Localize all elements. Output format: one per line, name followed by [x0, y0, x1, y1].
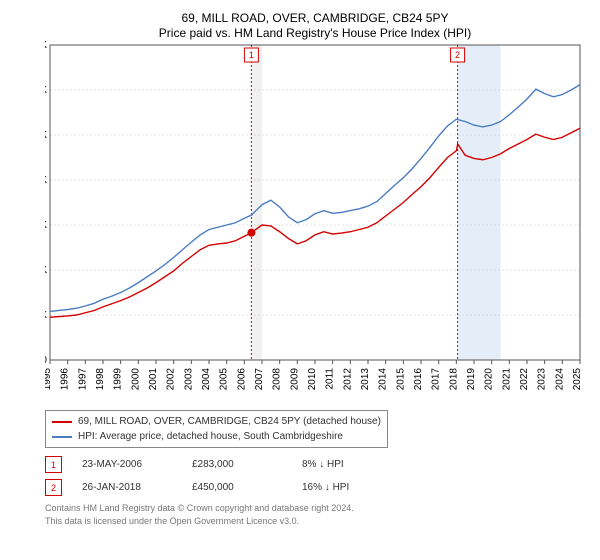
svg-text:1997: 1997 [77, 368, 88, 391]
svg-text:2006: 2006 [236, 368, 247, 391]
svg-text:£200K: £200K [45, 265, 47, 276]
svg-text:2025: 2025 [572, 368, 583, 391]
svg-text:2019: 2019 [466, 368, 477, 391]
legend: 69, MILL ROAD, OVER, CAMBRIDGE, CB24 5PY… [45, 410, 388, 448]
event-price: £450,000 [192, 482, 302, 493]
footer-line: This data is licensed under the Open Gov… [45, 515, 585, 528]
svg-text:2022: 2022 [519, 368, 530, 391]
price-chart: 69, MILL ROAD, OVER, CAMBRIDGE, CB24 5PY… [45, 10, 585, 405]
svg-text:2009: 2009 [289, 368, 300, 391]
footer-line: Contains HM Land Registry data © Crown c… [45, 502, 585, 515]
svg-text:1995: 1995 [45, 368, 53, 391]
legend-row: HPI: Average price, detached house, Sout… [52, 429, 381, 444]
svg-text:2023: 2023 [537, 368, 548, 391]
svg-text:2003: 2003 [183, 368, 194, 391]
svg-text:2010: 2010 [307, 368, 318, 391]
svg-text:£400K: £400K [45, 175, 47, 186]
svg-text:2011: 2011 [325, 368, 336, 390]
svg-text:2008: 2008 [272, 368, 283, 391]
event-diff: 16% ↓ HPI [302, 482, 349, 493]
svg-text:2013: 2013 [360, 368, 371, 391]
svg-text:2012: 2012 [342, 368, 353, 391]
svg-text:2024: 2024 [554, 368, 565, 391]
svg-text:2004: 2004 [201, 368, 212, 391]
svg-text:1998: 1998 [95, 368, 106, 391]
svg-text:£500K: £500K [45, 130, 47, 141]
event-price: £283,000 [192, 459, 302, 470]
svg-text:£300K: £300K [45, 220, 47, 231]
svg-text:2016: 2016 [413, 368, 424, 391]
event-date: 23-MAY-2006 [82, 459, 192, 470]
legend-label: 69, MILL ROAD, OVER, CAMBRIDGE, CB24 5PY… [78, 414, 381, 429]
legend-label: HPI: Average price, detached house, Sout… [78, 429, 343, 444]
svg-text:£600K: £600K [45, 85, 47, 96]
svg-text:£100K: £100K [45, 310, 47, 321]
svg-text:2007: 2007 [254, 368, 265, 391]
event-table: 1 23-MAY-2006 £283,000 8% ↓ HPI 2 26-JAN… [45, 456, 585, 528]
svg-text:2014: 2014 [378, 368, 389, 391]
svg-text:2021: 2021 [501, 368, 512, 391]
event-row: 2 26-JAN-2018 £450,000 16% ↓ HPI [45, 479, 585, 496]
svg-text:2001: 2001 [148, 368, 159, 391]
svg-text:2005: 2005 [219, 368, 230, 391]
event-row: 1 23-MAY-2006 £283,000 8% ↓ HPI [45, 456, 585, 473]
svg-text:2000: 2000 [130, 368, 141, 391]
legend-and-footer: 69, MILL ROAD, OVER, CAMBRIDGE, CB24 5PY… [45, 410, 585, 528]
svg-text:2015: 2015 [395, 368, 406, 391]
svg-text:2017: 2017 [431, 368, 442, 391]
event-diff: 8% ↓ HPI [302, 459, 344, 470]
footer: Contains HM Land Registry data © Crown c… [45, 502, 585, 528]
svg-text:69, MILL ROAD, OVER, CAMBRIDGE: 69, MILL ROAD, OVER, CAMBRIDGE, CB24 5PY [182, 11, 449, 25]
svg-text:1: 1 [249, 50, 254, 60]
svg-text:£700K: £700K [45, 40, 47, 51]
svg-text:2018: 2018 [448, 368, 459, 391]
svg-text:£0: £0 [45, 355, 47, 366]
event-marker-1: 1 [45, 456, 62, 473]
svg-text:1999: 1999 [113, 368, 124, 391]
event-marker-2: 2 [45, 479, 62, 496]
svg-text:Price paid vs. HM Land Registr: Price paid vs. HM Land Registry's House … [159, 26, 471, 40]
legend-row: 69, MILL ROAD, OVER, CAMBRIDGE, CB24 5PY… [52, 414, 381, 429]
event-date: 26-JAN-2018 [82, 482, 192, 493]
svg-text:1996: 1996 [60, 368, 71, 391]
svg-text:2002: 2002 [166, 368, 177, 391]
svg-text:2: 2 [455, 50, 460, 60]
svg-text:2020: 2020 [484, 368, 495, 391]
